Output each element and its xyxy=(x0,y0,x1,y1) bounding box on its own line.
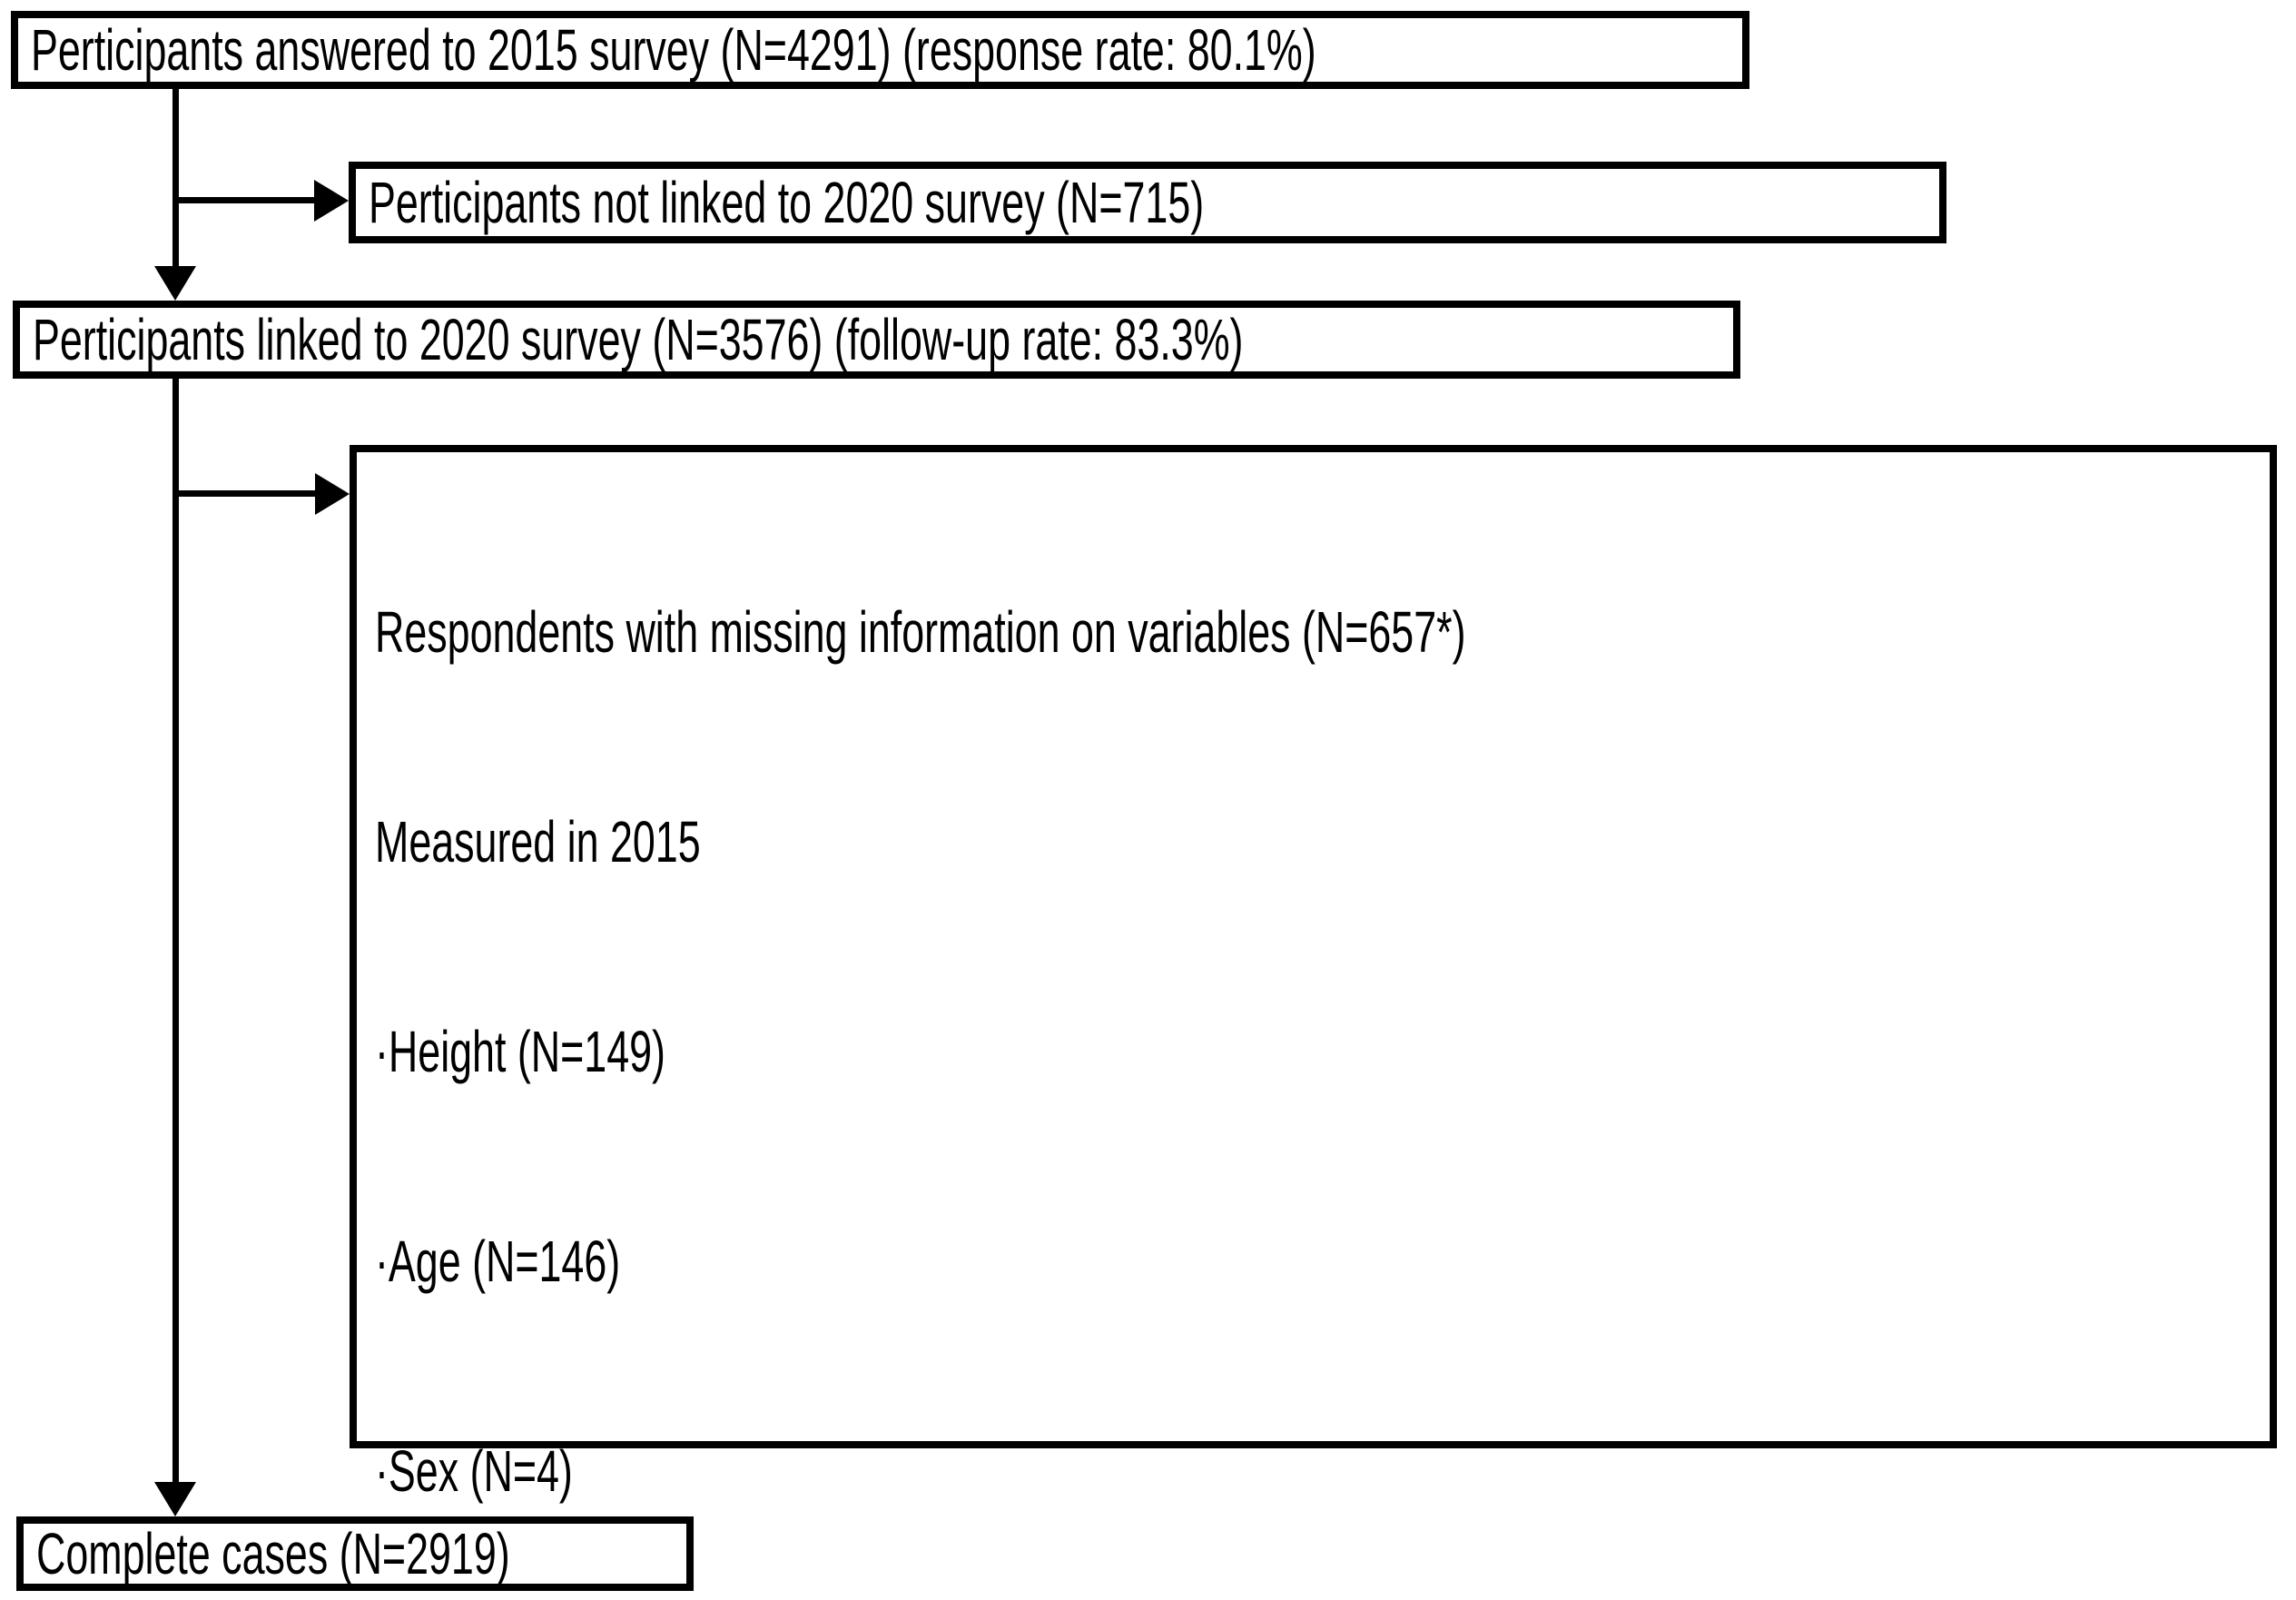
connector-branch-missing xyxy=(172,490,318,497)
box-2015-survey-text: Perticipants answered to 2015 survey (N=… xyxy=(31,17,1316,83)
item-sex: ·Sex (N=4) xyxy=(375,1438,573,1504)
box-missing-information: Respondents with missing information on … xyxy=(350,445,2277,1504)
box-linked-2020-text: Perticipants linked to 2020 survey (N=35… xyxy=(33,307,1244,372)
box-2015-survey: Perticipants answered to 2015 survey (N=… xyxy=(11,11,1749,89)
item-height: ·Height (N=149) xyxy=(375,1019,665,1084)
connector-branch-not-linked xyxy=(172,197,316,203)
item-age: ·Age (N=146) xyxy=(375,1229,621,1294)
box-complete-cases-text: Complete cases (N=2919) xyxy=(36,1521,510,1586)
arrowhead-down-into-complete-icon xyxy=(154,1482,196,1516)
box-not-linked-2020: Perticipants not linked to 2020 survey (… xyxy=(349,162,1946,243)
arrowhead-down-into-box3-icon xyxy=(154,266,196,301)
measured-2015-label: Measured in 2015 xyxy=(375,809,701,874)
arrowhead-right-into-not-linked-icon xyxy=(314,180,349,222)
box-not-linked-2020-text: Perticipants not linked to 2020 survey (… xyxy=(369,170,1205,235)
connector-box3-to-complete xyxy=(172,378,179,1484)
box-complete-cases: Complete cases (N=2919) xyxy=(16,1516,694,1591)
missing-title: Respondents with missing information on … xyxy=(375,599,1466,665)
missing-information-lines: Respondents with missing information on … xyxy=(375,458,1473,1600)
connector-box1-to-box3 xyxy=(172,88,179,268)
box-linked-2020: Perticipants linked to 2020 survey (N=35… xyxy=(13,301,1740,379)
arrowhead-right-into-missing-icon xyxy=(315,473,350,515)
